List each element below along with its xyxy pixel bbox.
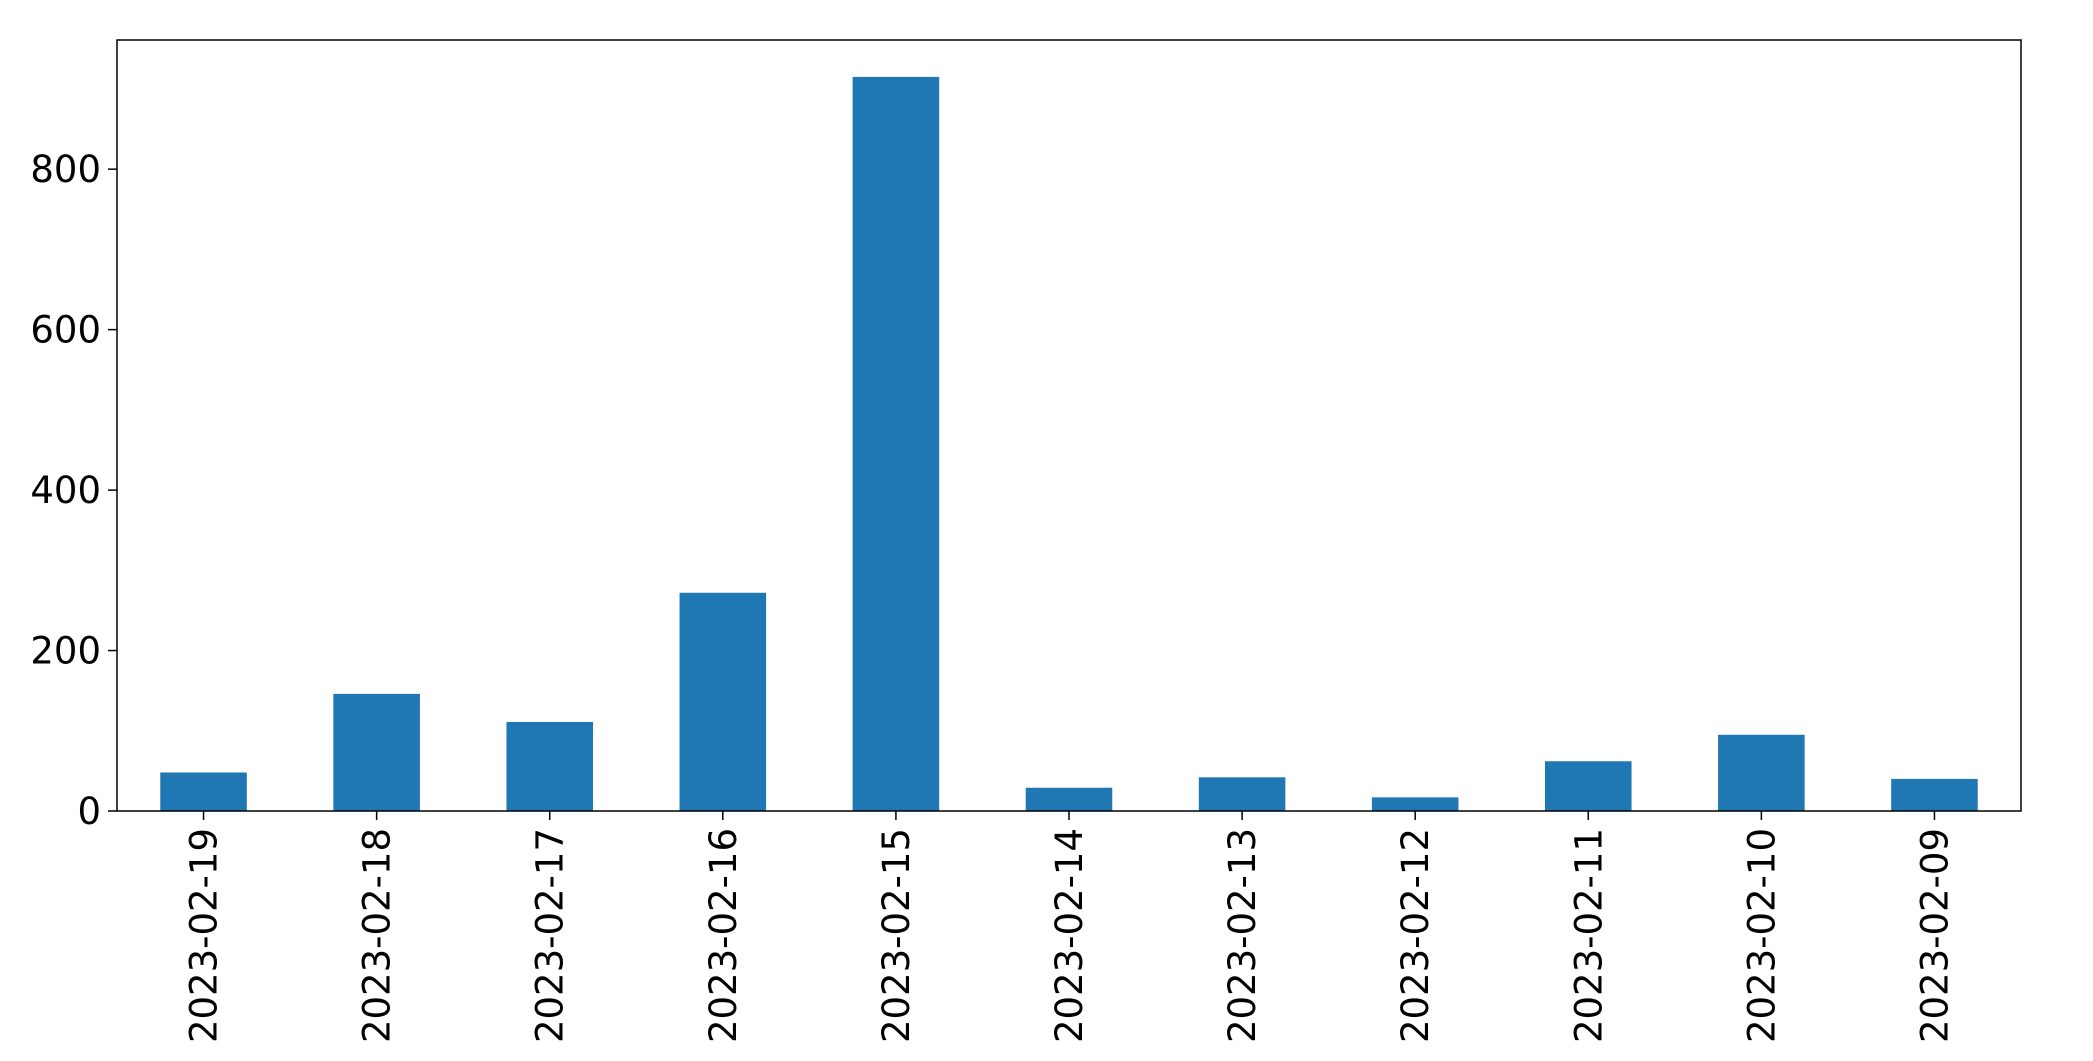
bar-2023-02-18 (333, 693, 420, 811)
y-tick-label: 600 (30, 309, 101, 352)
x-tick-label: 2023-02-12 (1394, 828, 1437, 1043)
bar-2023-02-09 (1891, 778, 1978, 811)
x-tick-label: 2023-02-16 (702, 828, 745, 1043)
bar-2023-02-16 (679, 592, 767, 811)
bar-2023-02-12 (1371, 797, 1459, 811)
bars-group (160, 76, 1978, 812)
y-axis: 0 200 400 600 800 (30, 148, 117, 833)
y-tick-label: 400 (30, 469, 101, 512)
bar-2023-02-11 (1545, 761, 1632, 811)
bar-2023-02-19 (160, 772, 247, 811)
bar-2023-02-10 (1718, 734, 1805, 811)
y-tick-label: 800 (30, 148, 101, 191)
x-tick-label: 2023-02-19 (183, 828, 226, 1043)
x-tick-label: 2023-02-11 (1567, 828, 1610, 1043)
y-tick-label: 200 (30, 630, 101, 673)
x-tick-label: 2023-02-15 (875, 828, 918, 1043)
x-tick-label: 2023-02-13 (1221, 828, 1264, 1043)
bar-2023-02-14 (1025, 787, 1113, 811)
bar-2023-02-15 (852, 76, 940, 812)
bar-2023-02-17 (506, 721, 593, 811)
bar-2023-02-13 (1198, 777, 1286, 811)
x-tick-label: 2023-02-17 (529, 828, 572, 1043)
x-tick-label: 2023-02-14 (1048, 828, 1091, 1043)
x-tick-label: 2023-02-09 (1913, 828, 1956, 1043)
x-tick-label: 2023-02-10 (1740, 828, 1783, 1043)
x-axis: 2023-02-19 2023-02-18 2023-02-17 2023-02-16… (183, 811, 1956, 1043)
x-tick-label: 2023-02-18 (356, 828, 399, 1043)
plot-frame (116, 39, 2022, 812)
y-tick-label: 0 (77, 790, 101, 833)
